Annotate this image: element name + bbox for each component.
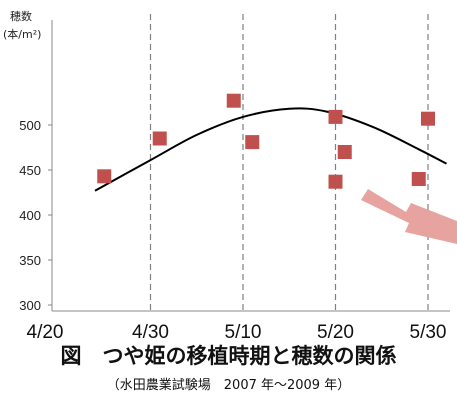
y-tick-label: 450: [19, 163, 41, 178]
downward-arrow-icon: [361, 189, 457, 244]
x-tick-label: 5/10: [225, 322, 262, 343]
x-tick-label: 4/20: [27, 322, 64, 343]
x-tick-label: 4/30: [132, 322, 169, 343]
trend-curve: [94, 107, 447, 192]
data-point: [337, 145, 352, 159]
y-tick-label: 400: [19, 208, 41, 223]
data-point: [226, 93, 241, 108]
grid-lines: [149, 14, 429, 311]
axes: [51, 20, 450, 312]
y-tick-label: 300: [19, 298, 41, 313]
data-point: [411, 172, 426, 186]
y-tick-label: 350: [19, 253, 41, 268]
data-point: [152, 131, 167, 146]
tick-labels: 300 350 400 450 500 4/20 4/30 5/10 5/20 5/30: [19, 118, 446, 343]
y-axis-title: 穂数: [10, 10, 32, 23]
y-axis-unit: (本/m²): [3, 28, 42, 41]
chart-title: 図 つや姫の移植時期と穂数の関係: [60, 344, 397, 368]
annotation-arrow: [361, 189, 457, 244]
data-point: [328, 109, 343, 124]
chart-subtitle: （水田農業試験場 2007 年～2009 年）: [106, 378, 351, 393]
x-tick-label: 5/20: [317, 322, 354, 343]
data-point: [245, 135, 260, 150]
y-tick-label: 500: [19, 118, 41, 133]
x-tick-label: 5/30: [410, 322, 447, 343]
data-point: [328, 174, 343, 189]
data-point: [97, 169, 112, 184]
data-point: [421, 111, 435, 126]
trend-line: [94, 107, 447, 192]
data-points: [97, 93, 435, 189]
